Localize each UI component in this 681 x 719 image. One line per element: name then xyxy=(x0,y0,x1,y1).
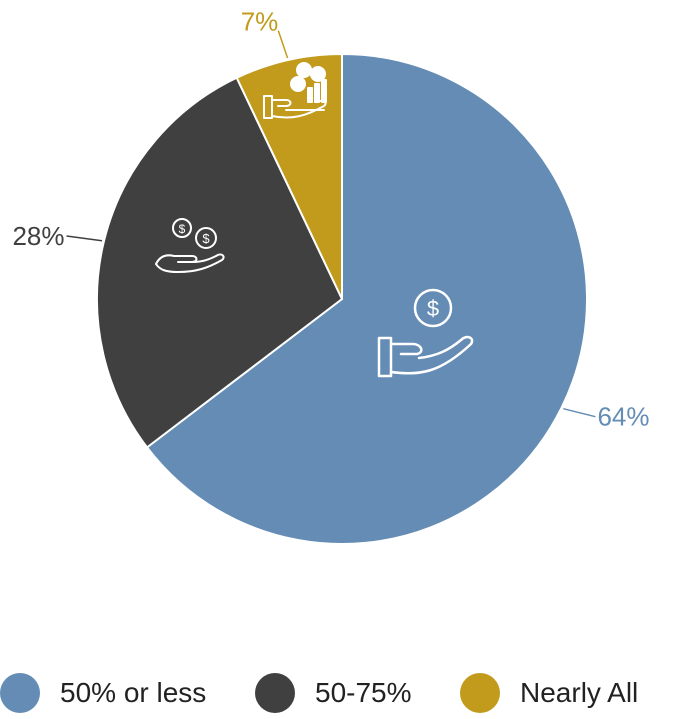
legend-label: 50-75% xyxy=(315,677,412,708)
hand-holding-coins-icon: $ $ xyxy=(155,218,225,273)
legend-label: Nearly All xyxy=(520,677,639,708)
legend-label: 50% or less xyxy=(60,677,207,708)
svg-text:$: $ xyxy=(427,296,439,321)
slice-50-75 xyxy=(96,76,344,449)
legend-swatch-dark xyxy=(255,673,295,713)
legend-swatch-blue xyxy=(0,673,40,713)
hand-coins-growth-icon xyxy=(263,62,327,119)
legend-item-nearly-all: Nearly All xyxy=(460,668,638,718)
percent-label: 7% xyxy=(241,7,279,37)
slice-50-or-less xyxy=(145,52,588,545)
legend-item-50-75: 50-75% xyxy=(255,668,412,718)
percent-label: 28% xyxy=(12,221,64,251)
legend-item-50-or-less: 50% or less xyxy=(0,668,206,718)
legend: 50% or less 50-75% Nearly All xyxy=(0,668,681,718)
leader-line xyxy=(563,407,596,418)
percent-label: 64% xyxy=(597,402,649,432)
hand-holding-coin-icon: $ xyxy=(377,288,474,378)
legend-swatch-gold xyxy=(460,673,500,713)
leader-line xyxy=(66,235,103,242)
leader-line xyxy=(277,30,289,59)
svg-text:$: $ xyxy=(179,222,186,236)
svg-text:$: $ xyxy=(202,231,210,246)
